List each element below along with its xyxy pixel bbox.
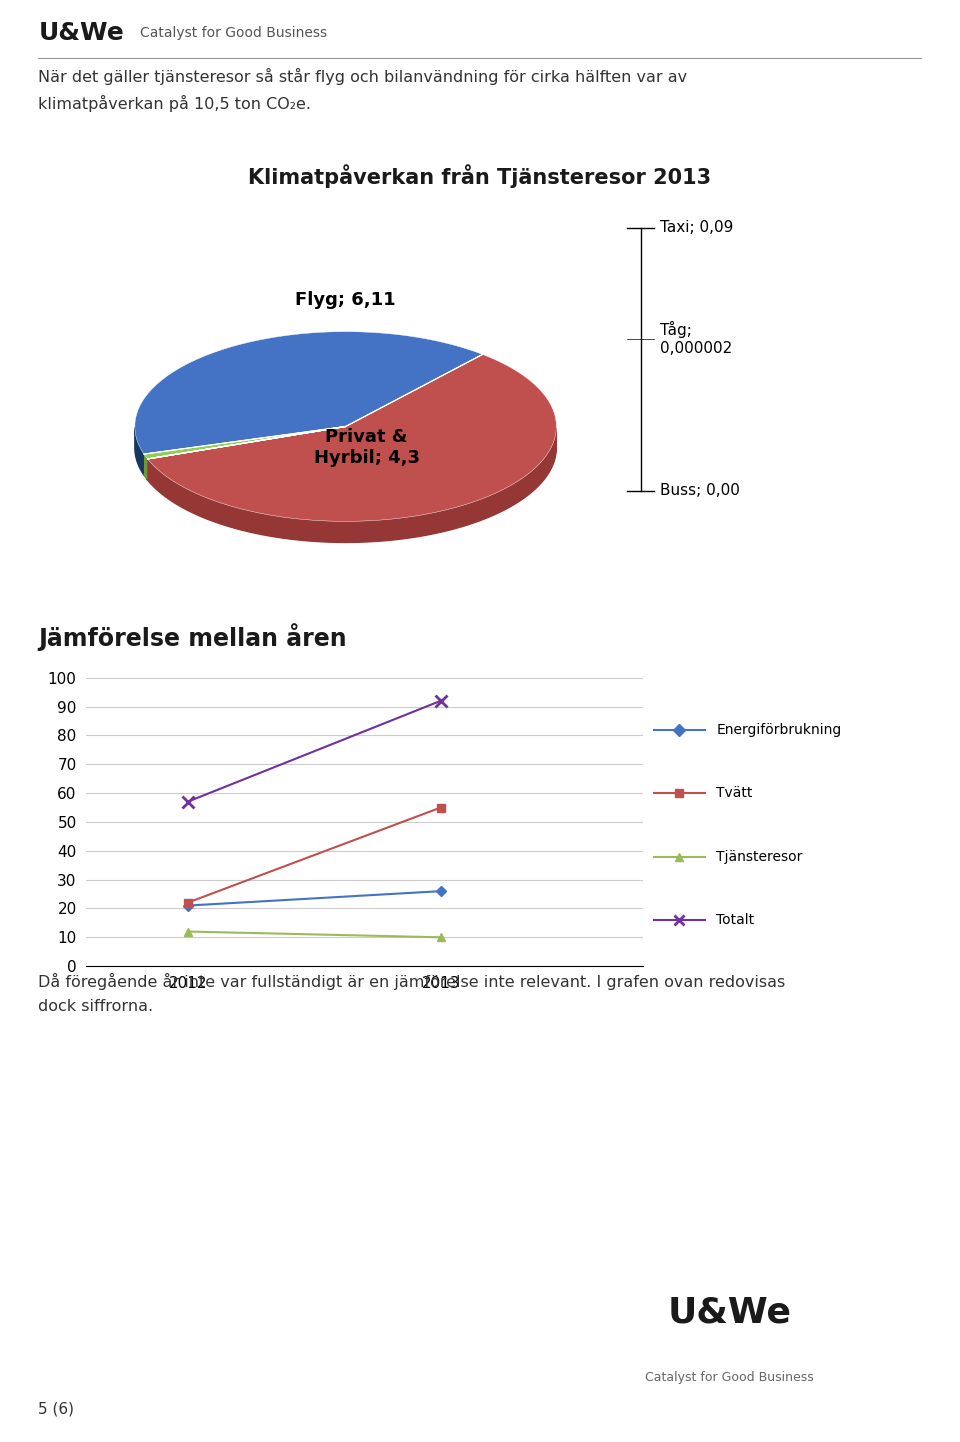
Text: Energiförbrukning: Energiförbrukning [716,722,841,737]
Text: U&We: U&We [667,1295,792,1330]
Text: Tvätt: Tvätt [716,786,753,800]
Text: 5 (6): 5 (6) [38,1402,75,1416]
Text: Privat &
Hyrbil; 4,3: Privat & Hyrbil; 4,3 [314,428,420,467]
Polygon shape [148,427,557,542]
Polygon shape [134,332,483,454]
Polygon shape [148,427,346,459]
Text: När det gäller tjänsteresor så står flyg och bilanvändning för cirka hälften var: När det gäller tjänsteresor så står flyg… [38,68,687,111]
Polygon shape [134,428,144,476]
Polygon shape [134,427,144,476]
Text: Catalyst for Good Business: Catalyst for Good Business [645,1371,814,1384]
Polygon shape [148,355,557,522]
Text: Klimatpåverkan från Tjänsteresor 2013: Klimatpåverkan från Tjänsteresor 2013 [249,164,711,187]
Text: Taxi; 0,09: Taxi; 0,09 [660,221,733,235]
Text: Tåg;
0,000002: Tåg; 0,000002 [660,322,732,356]
Text: Jämförelse mellan åren: Jämförelse mellan åren [38,623,347,652]
Text: U&We: U&We [38,22,124,45]
Text: Buss; 0,00: Buss; 0,00 [660,483,740,497]
Polygon shape [144,427,346,459]
Text: Catalyst for Good Business: Catalyst for Good Business [140,26,327,40]
Text: Då föregående år inte var fullständigt är en jämförelse inte relevant. I grafen : Då föregående år inte var fullständigt ä… [38,973,785,1014]
Polygon shape [148,428,557,542]
Text: Totalt: Totalt [716,913,755,927]
Text: Tjänsteresor: Tjänsteresor [716,849,803,864]
Polygon shape [144,454,148,480]
Polygon shape [148,427,346,459]
Polygon shape [144,454,148,480]
Text: Flyg; 6,11: Flyg; 6,11 [296,291,396,309]
